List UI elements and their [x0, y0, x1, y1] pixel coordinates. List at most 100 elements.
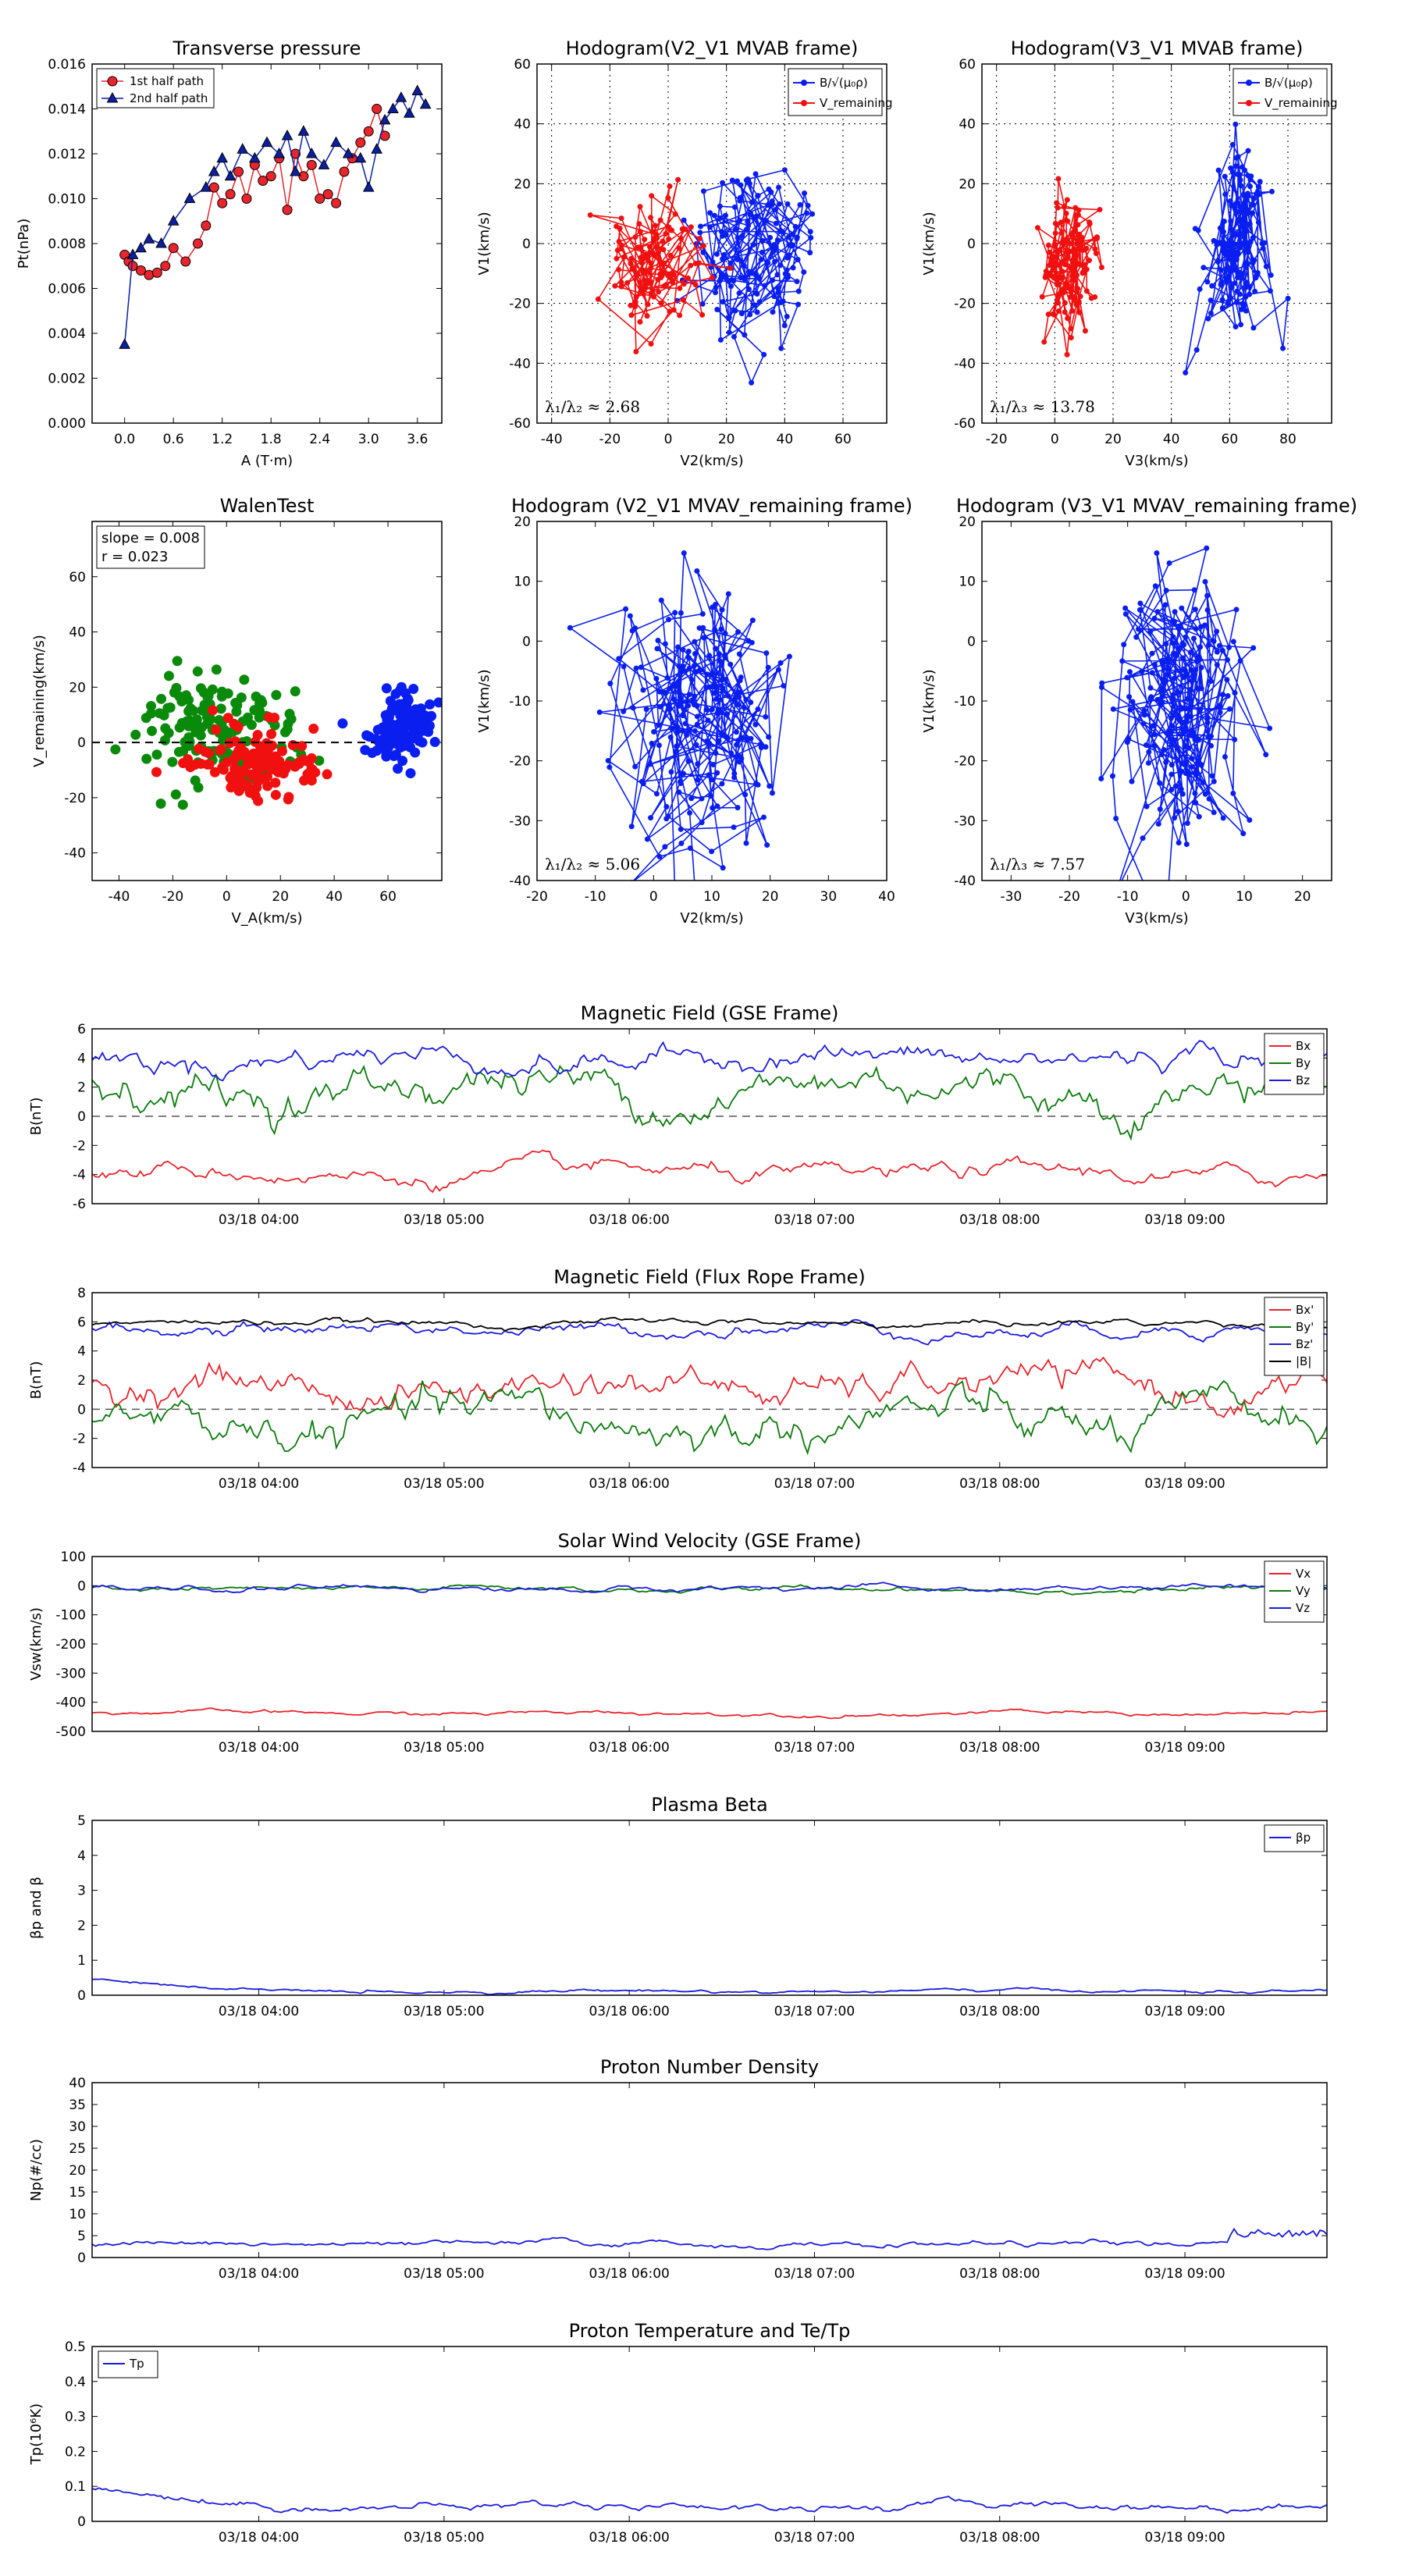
data-point	[722, 631, 728, 637]
legend-label: Vz	[1296, 1601, 1310, 1615]
data-point	[763, 744, 769, 750]
data-point	[1190, 677, 1196, 683]
y-axis-label: Pt(nPa)	[16, 219, 32, 269]
x-tick-label: 0	[664, 432, 673, 447]
data-point	[1226, 706, 1232, 712]
data-point	[1087, 221, 1093, 227]
data-point	[1072, 205, 1079, 211]
series-blue	[567, 550, 792, 881]
y-tick-label: 100	[61, 1550, 86, 1565]
data-point	[433, 697, 442, 708]
data-point	[713, 683, 719, 689]
data-point	[1251, 257, 1257, 263]
data-point	[1214, 662, 1220, 668]
data-point	[261, 136, 273, 148]
data-point	[669, 726, 675, 732]
y-tick-label: -40	[509, 873, 531, 889]
data-point	[1206, 795, 1212, 802]
data-point	[1229, 284, 1235, 290]
data-point	[1077, 294, 1083, 300]
x-tick-label: 60	[1222, 432, 1239, 447]
data-point	[733, 742, 739, 748]
y-tick-label: 35	[69, 2097, 86, 2113]
data-point	[1233, 299, 1240, 305]
data-point	[687, 727, 693, 733]
data-point	[1054, 282, 1060, 288]
time-tick-label: 03/18 04:00	[219, 1212, 299, 1228]
data-point	[1233, 607, 1240, 613]
data-point	[744, 736, 750, 742]
y-tick-label: 40	[69, 625, 86, 641]
data-point	[770, 248, 777, 254]
data-point	[1051, 311, 1058, 318]
data-point	[1250, 645, 1257, 651]
data-point	[694, 703, 700, 709]
data-point	[1217, 703, 1223, 710]
data-point	[1172, 609, 1178, 615]
data-point	[801, 269, 807, 276]
data-point	[1234, 208, 1240, 215]
data-point	[1184, 696, 1190, 702]
data-point	[635, 244, 642, 251]
data-point	[728, 277, 735, 283]
data-point	[188, 705, 199, 716]
data-point	[724, 735, 731, 742]
data-point	[1166, 560, 1172, 566]
data-point	[1239, 164, 1245, 170]
data-point	[1202, 791, 1208, 797]
data-point	[640, 781, 646, 787]
data-point	[244, 788, 255, 799]
data-point	[665, 272, 671, 279]
data-point	[1071, 277, 1077, 283]
data-point	[1129, 699, 1136, 705]
data-point	[1155, 821, 1161, 827]
data-point	[1229, 201, 1235, 208]
data-point	[678, 695, 685, 701]
data-point	[773, 220, 779, 226]
data-point	[1068, 335, 1074, 341]
eigenvalue-ratio: λ₁/λ₂ ≈ 5.06	[545, 855, 640, 873]
data-point	[1072, 247, 1078, 253]
data-point	[1151, 743, 1158, 749]
data-point	[647, 761, 653, 767]
data-point	[1034, 225, 1040, 231]
data-point	[760, 814, 767, 820]
data-point	[1232, 736, 1238, 742]
data-point	[330, 136, 342, 148]
y-tick-label: -10	[954, 694, 976, 710]
data-point	[672, 211, 678, 217]
data-point	[737, 194, 743, 201]
plot-border	[981, 63, 1332, 424]
data-point	[297, 125, 310, 136]
data-point	[1068, 326, 1074, 332]
data-point	[173, 746, 184, 757]
data-point	[1183, 725, 1189, 731]
data-point	[419, 98, 432, 109]
y-tick-label: -4	[73, 1168, 86, 1183]
data-point	[1285, 295, 1291, 301]
data-point	[1063, 283, 1069, 289]
data-point	[233, 166, 244, 177]
data-point	[1169, 723, 1176, 729]
data-point	[1163, 678, 1169, 684]
x-tick-label: 3.0	[358, 432, 379, 447]
data-point	[587, 212, 593, 219]
data-point	[618, 242, 624, 248]
data-point	[253, 747, 264, 758]
data-point	[386, 719, 397, 730]
data-point	[1172, 783, 1179, 789]
data-point	[322, 189, 333, 200]
data-point	[681, 707, 688, 713]
y-tick-label: 0	[77, 1402, 86, 1418]
data-point	[747, 210, 753, 216]
y-axis-label: B(nT)	[28, 1098, 44, 1136]
data-point	[1158, 658, 1165, 664]
legend-label: B/√(μ₀ρ)	[1264, 76, 1313, 90]
data-point	[167, 215, 180, 226]
data-point	[648, 265, 654, 272]
data-point	[306, 775, 317, 786]
data-point	[677, 285, 683, 291]
x-tick-label: 40	[777, 432, 794, 447]
legend: Bx' By' Bz' |B|	[1264, 1297, 1325, 1376]
data-point	[1254, 272, 1260, 279]
